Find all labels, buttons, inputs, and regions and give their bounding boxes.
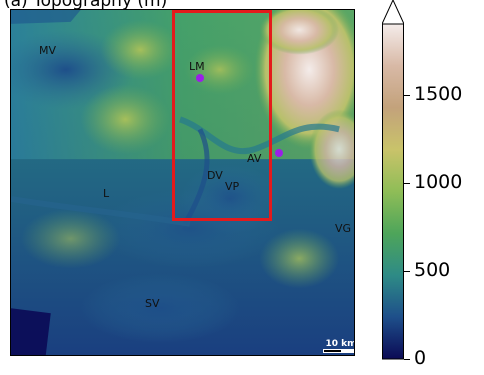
colorbar xyxy=(382,0,404,360)
colorbar-tick-label: 1000 xyxy=(414,170,463,193)
colorbar-tick-label: 1500 xyxy=(414,82,463,105)
colorbar-tick xyxy=(404,182,410,184)
colorbar-tick xyxy=(404,270,410,272)
colorbar-gradient xyxy=(382,0,404,360)
site-marker-av xyxy=(275,149,283,157)
study-domain-box xyxy=(172,10,272,221)
region-label-l: L xyxy=(103,187,110,200)
colorbar-tick xyxy=(404,359,410,360)
region-label-vg: VG xyxy=(335,222,352,235)
region-label-vp: VP xyxy=(225,180,240,193)
region-label-dv: DV xyxy=(207,169,223,182)
region-label-lm: LM xyxy=(189,60,205,73)
scale-bar-line xyxy=(323,349,354,353)
scale-bar-label: 10 km xyxy=(325,339,355,349)
region-label-av: AV xyxy=(247,152,262,165)
region-label-mv: MV xyxy=(39,44,57,57)
terrain-raster xyxy=(11,10,354,355)
colorbar-tick-label: 500 xyxy=(414,258,451,281)
site-marker-lm xyxy=(196,74,204,82)
colorbar-tick xyxy=(404,94,410,96)
colorbar-tick-label: 0 xyxy=(414,347,427,369)
region-label-sv: SV xyxy=(145,297,160,310)
scale-bar: 10 km xyxy=(321,339,355,353)
panel-title: (a) Topography (m) xyxy=(4,0,168,11)
topography-map: MV LM AV DV VP L VG SV 10 km xyxy=(10,9,355,356)
